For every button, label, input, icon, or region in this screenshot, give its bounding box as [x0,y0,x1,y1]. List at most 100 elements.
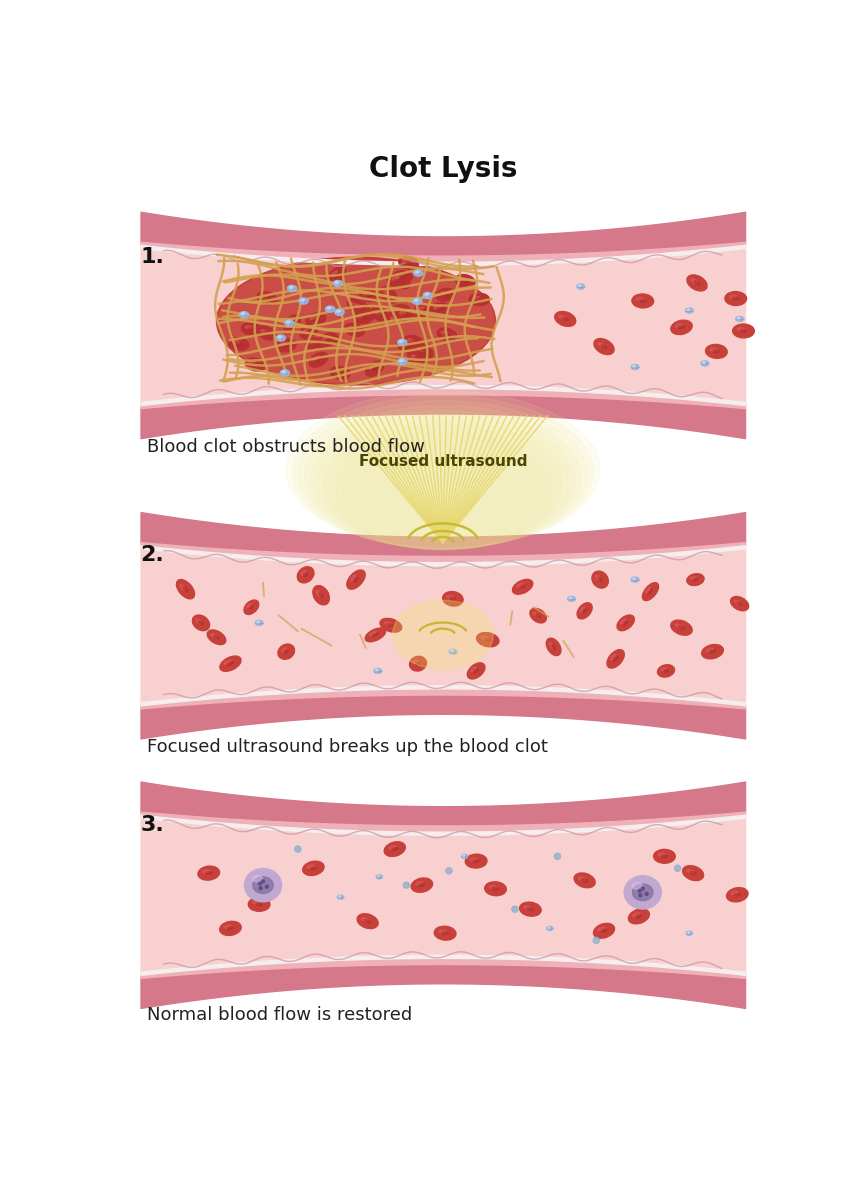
Ellipse shape [250,606,253,610]
Ellipse shape [632,913,639,917]
Ellipse shape [601,929,607,932]
Circle shape [258,882,262,886]
Ellipse shape [193,616,210,631]
Ellipse shape [733,324,754,338]
Ellipse shape [595,575,600,581]
Ellipse shape [397,310,402,312]
Ellipse shape [286,390,600,548]
Ellipse shape [419,883,425,887]
Ellipse shape [288,286,296,292]
Ellipse shape [180,584,186,590]
Ellipse shape [632,365,636,367]
Ellipse shape [687,574,704,586]
Ellipse shape [403,336,423,348]
Circle shape [645,893,648,895]
Ellipse shape [376,875,383,878]
Ellipse shape [418,348,424,352]
Ellipse shape [512,580,533,594]
Ellipse shape [253,877,273,894]
Ellipse shape [546,638,561,655]
Ellipse shape [396,308,416,322]
Ellipse shape [690,871,696,875]
Ellipse shape [670,620,692,635]
Ellipse shape [207,630,226,644]
Ellipse shape [450,598,455,600]
Ellipse shape [389,846,396,850]
Ellipse shape [345,323,365,336]
Ellipse shape [443,294,448,296]
Ellipse shape [416,271,419,274]
Ellipse shape [397,359,407,365]
Ellipse shape [317,415,569,550]
Ellipse shape [219,656,241,671]
Ellipse shape [462,280,467,282]
Ellipse shape [393,308,400,311]
Ellipse shape [492,888,499,890]
Ellipse shape [354,305,359,308]
Ellipse shape [678,626,684,629]
Ellipse shape [517,583,524,588]
Ellipse shape [396,277,401,282]
Ellipse shape [346,570,365,589]
Text: Focused ultrasound: Focused ultrasound [359,454,527,469]
Ellipse shape [206,871,212,875]
Ellipse shape [610,654,616,660]
Ellipse shape [524,906,531,910]
Ellipse shape [437,307,442,310]
Ellipse shape [675,324,683,328]
Ellipse shape [481,636,489,640]
Ellipse shape [461,854,467,858]
Ellipse shape [415,356,420,360]
Ellipse shape [323,421,562,550]
Ellipse shape [536,614,540,617]
Circle shape [511,906,518,912]
Ellipse shape [701,361,708,366]
Ellipse shape [734,600,740,604]
Ellipse shape [429,302,450,316]
Ellipse shape [683,865,703,881]
Ellipse shape [316,358,321,361]
Ellipse shape [421,308,426,312]
Ellipse shape [287,319,292,324]
Ellipse shape [632,578,636,580]
Ellipse shape [425,293,429,295]
Ellipse shape [601,344,607,348]
Ellipse shape [348,326,355,330]
Ellipse shape [338,895,344,899]
Ellipse shape [313,586,329,605]
Ellipse shape [365,361,384,377]
Circle shape [262,880,264,883]
Ellipse shape [687,275,707,290]
Ellipse shape [359,306,364,310]
Ellipse shape [278,336,282,338]
Ellipse shape [276,338,296,352]
Ellipse shape [473,859,480,863]
Ellipse shape [378,313,383,316]
Ellipse shape [435,926,456,940]
Ellipse shape [227,662,233,666]
Ellipse shape [387,274,408,287]
Ellipse shape [664,670,669,672]
Ellipse shape [548,926,550,929]
Ellipse shape [292,396,594,548]
Circle shape [403,882,410,888]
Ellipse shape [280,342,287,346]
Ellipse shape [350,575,356,581]
Ellipse shape [306,338,326,350]
Ellipse shape [310,317,317,319]
Ellipse shape [196,619,201,623]
Ellipse shape [547,926,553,930]
Ellipse shape [282,648,287,652]
Ellipse shape [224,925,232,929]
Ellipse shape [375,670,378,671]
Ellipse shape [440,292,447,295]
Ellipse shape [303,572,308,577]
Ellipse shape [685,308,693,313]
Ellipse shape [284,650,289,653]
Ellipse shape [264,296,270,300]
Ellipse shape [686,931,692,935]
Ellipse shape [392,274,410,289]
Ellipse shape [358,314,365,317]
Ellipse shape [252,901,260,904]
Ellipse shape [444,334,449,336]
